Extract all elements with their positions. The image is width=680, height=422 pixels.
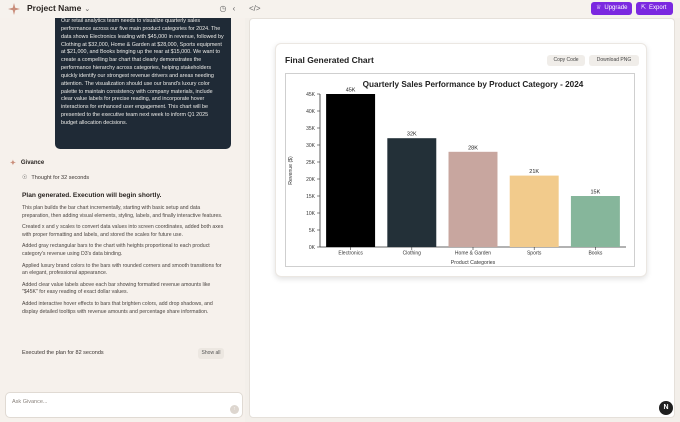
x-tick-label: Sports (527, 251, 542, 257)
bar (570, 196, 620, 247)
agent-header: ✦ Givance (10, 159, 44, 167)
copy-code-button[interactable]: Copy Code (547, 55, 585, 66)
bar (326, 94, 376, 247)
download-png-button[interactable]: Download PNG (589, 55, 639, 66)
upgrade-button[interactable]: ♕ Upgrade (591, 2, 632, 15)
bar (387, 138, 437, 247)
chat-panel: Our retail analytics team needs to visua… (0, 18, 245, 422)
y-axis-label: Revenue ($) (288, 156, 294, 185)
preview-panel: Final Generated Chart Copy Code Download… (249, 18, 675, 418)
y-tick-label: 5K (309, 228, 316, 234)
project-selector[interactable]: Project Name ⌄ (27, 3, 90, 13)
plan-step: Created x and y scales to convert data v… (22, 224, 224, 238)
bar-value-label: 32K (407, 132, 417, 138)
send-arrow-icon[interactable]: ↑ (230, 405, 239, 414)
thought-toggle[interactable]: ☉ Thought for 32 seconds (22, 174, 90, 182)
export-label: Export (649, 5, 667, 11)
y-tick-label: 15K (306, 194, 316, 200)
logo-icon (8, 3, 20, 15)
export-button[interactable]: ⇱ Export (636, 2, 673, 15)
project-name: Project Name (27, 3, 82, 13)
plan-step: Applied luxury brand colors to the bars … (22, 262, 222, 277)
thought-label: Thought for 32 seconds (31, 174, 90, 181)
y-tick-label: 0K (309, 245, 316, 251)
bar (448, 151, 498, 247)
bar-value-label: 45K (346, 88, 356, 94)
code-view-icon[interactable]: </> (249, 4, 261, 13)
plan-step: Added gray rectangular bars to the chart… (22, 243, 210, 257)
y-tick-label: 40K (306, 109, 316, 115)
y-tick-label: 35K (306, 126, 316, 132)
top-bar: Project Name ⌄ ◷ ‹ </> ♕ Upgrade ⇱ Export (0, 0, 680, 18)
history-icon[interactable]: ◷ (219, 4, 227, 13)
x-tick-label: Home & Garden (455, 251, 491, 257)
plan-steps: This plan builds the bar chart increment… (22, 205, 227, 320)
lightbulb-icon: ☉ (22, 175, 28, 181)
crown-icon: ♕ (596, 5, 602, 11)
plan-title: Plan generated. Execution will begin sho… (22, 192, 162, 199)
plan-step: This plan builds the bar chart increment… (22, 205, 223, 219)
user-prompt-bubble: Our retail analytics team needs to visua… (55, 18, 231, 149)
bar-chart: Quarterly Sales Performance by Product C… (288, 80, 626, 266)
y-tick-label: 45K (306, 92, 316, 98)
givance-logo-icon: ✦ (10, 160, 16, 167)
show-all-button[interactable]: Show all (198, 348, 224, 359)
x-tick-label: Electronics (338, 251, 363, 257)
x-axis-label: Product Categories (451, 260, 496, 266)
y-tick-label: 25K (306, 160, 316, 166)
x-tick-label: Clothing (403, 251, 422, 257)
chat-input[interactable]: Ask Givance... ↑ (5, 392, 243, 418)
plan-step: Added clear value labels above each bar … (22, 281, 211, 296)
y-tick-label: 30K (306, 143, 316, 149)
bar-value-label: 15K (591, 190, 601, 196)
bar-value-label: 21K (529, 169, 539, 175)
export-icon: ⇱ (641, 5, 647, 11)
collapse-panel-icon[interactable]: ‹ (232, 4, 236, 13)
y-tick-label: 20K (306, 177, 316, 183)
execution-status: Executed the plan for 82 seconds (22, 350, 104, 356)
x-tick-label: Books (588, 251, 602, 257)
chart-title: Quarterly Sales Performance by Product C… (363, 80, 584, 89)
user-prompt-text: Our retail analytics team needs to visua… (61, 18, 224, 126)
bar (509, 175, 559, 247)
chevron-down-icon: ⌄ (84, 6, 91, 13)
upgrade-label: Upgrade (604, 5, 628, 11)
agent-name: Givance (20, 160, 45, 166)
bar-value-label: 28K (468, 145, 478, 151)
chat-input-placeholder: Ask Givance... (12, 399, 48, 405)
chart-card: Final Generated Chart Copy Code Download… (275, 43, 647, 277)
plan-step: Added interactive hover effects to bars … (22, 300, 213, 315)
card-title: Final Generated Chart (285, 55, 374, 65)
app-assistant-icon[interactable]: N (659, 401, 673, 415)
y-tick-label: 10K (306, 211, 316, 217)
chart-container: Quarterly Sales Performance by Product C… (285, 73, 635, 267)
